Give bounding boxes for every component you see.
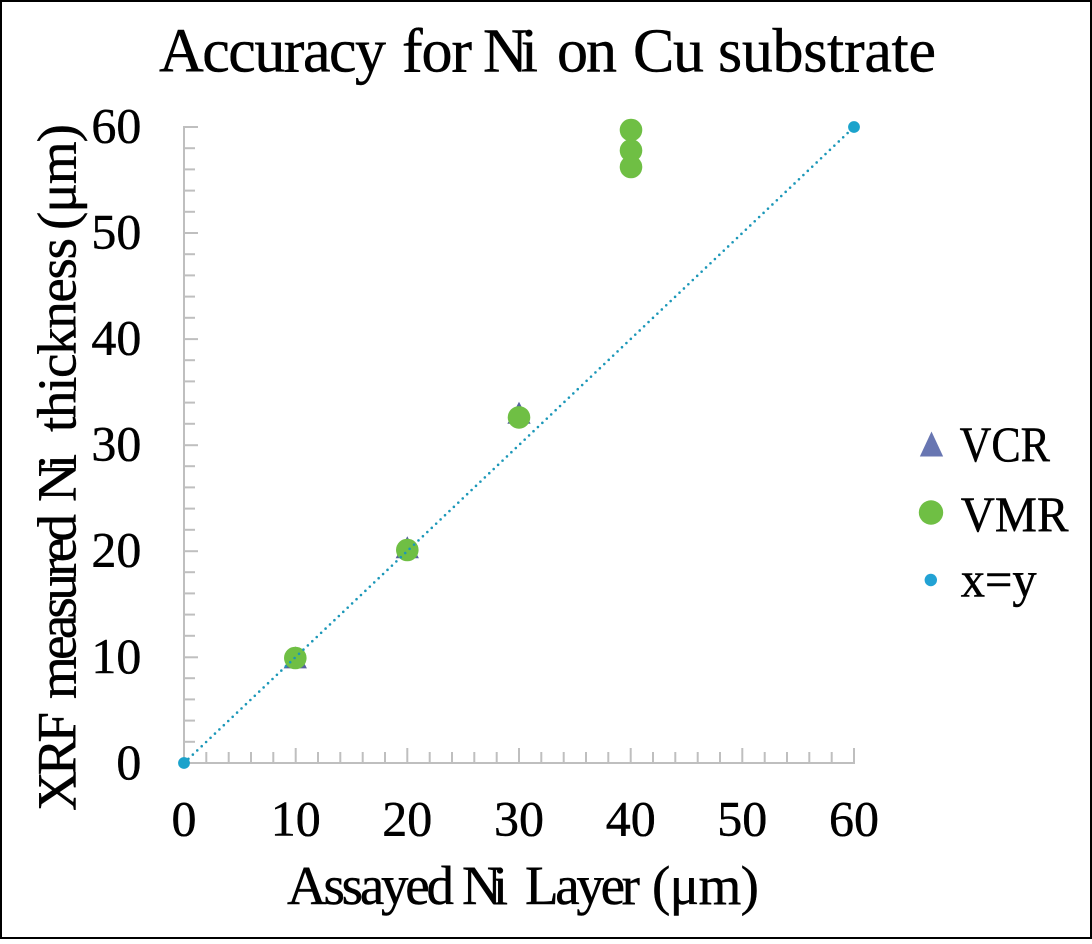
svg-text:10: 10 <box>271 791 321 847</box>
svg-text:Accuracy: Accuracy <box>159 17 386 85</box>
svg-text:40: 40 <box>91 310 141 366</box>
svg-text:XRF: XRF <box>27 712 88 811</box>
svg-text:Cu: Cu <box>633 17 704 85</box>
svg-text:30: 30 <box>494 791 544 847</box>
svg-text:for: for <box>402 17 472 85</box>
svg-text:on: on <box>557 17 617 85</box>
svg-text:VCR: VCR <box>960 416 1051 472</box>
svg-text:Ni: Ni <box>483 17 538 85</box>
svg-text:VMR: VMR <box>961 486 1069 542</box>
svg-text:50: 50 <box>91 204 141 260</box>
svg-text:(μm): (μm) <box>652 855 759 916</box>
svg-text:x=y: x=y <box>961 552 1037 608</box>
svg-text:measured: measured <box>27 514 88 699</box>
svg-text:40: 40 <box>606 791 656 847</box>
svg-text:(μm): (μm) <box>27 124 88 230</box>
svg-text:20: 20 <box>382 791 432 847</box>
svg-text:0: 0 <box>116 734 141 790</box>
svg-text:30: 30 <box>91 416 141 472</box>
svg-text:50: 50 <box>717 791 767 847</box>
svg-text:10: 10 <box>91 628 141 684</box>
svg-text:20: 20 <box>91 522 141 578</box>
svg-text:60: 60 <box>91 98 141 154</box>
svg-text:Assayed: Assayed <box>287 855 454 916</box>
svg-text:thickness: thickness <box>27 238 88 432</box>
svg-text:60: 60 <box>829 791 879 847</box>
svg-text:Ni: Ni <box>462 855 508 916</box>
svg-text:Ni: Ni <box>27 454 88 502</box>
svg-text:Layer: Layer <box>525 855 640 916</box>
svg-text:0: 0 <box>172 791 197 847</box>
svg-text:substrate: substrate <box>718 17 936 85</box>
